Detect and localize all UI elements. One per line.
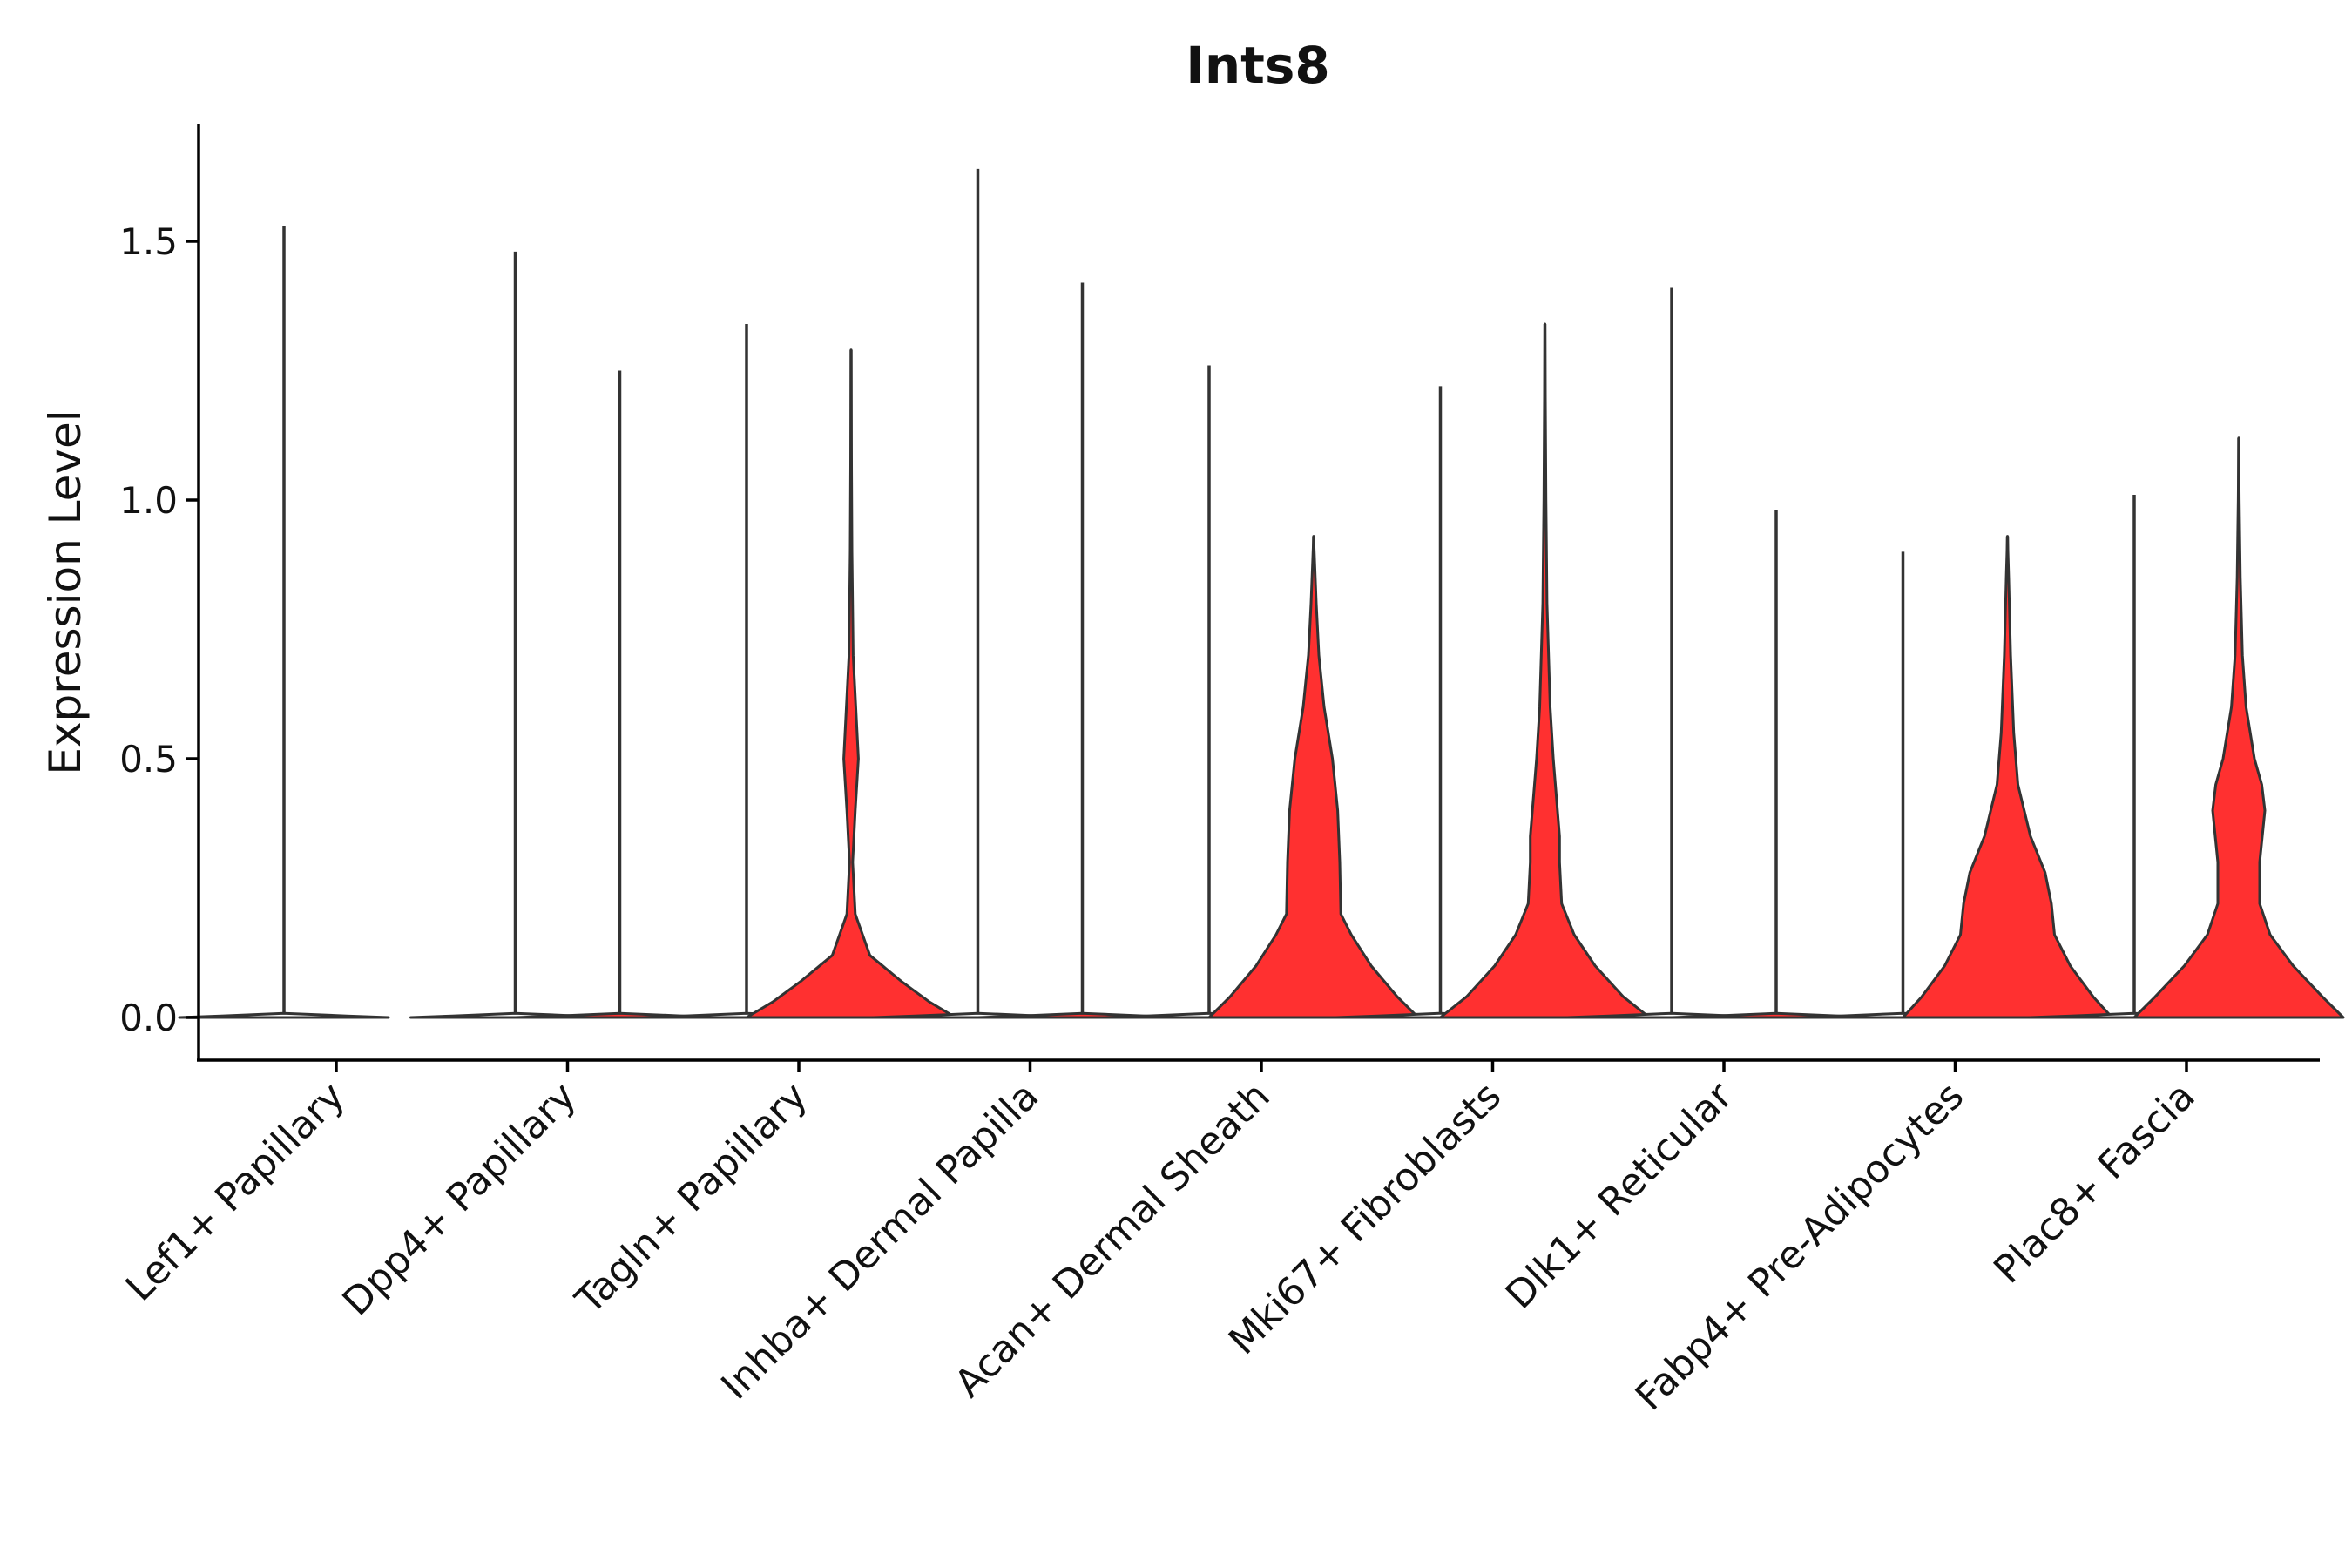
violin-body bbox=[1207, 535, 1420, 1019]
axes bbox=[197, 124, 2320, 1062]
violin-body bbox=[1439, 322, 1651, 1019]
x-category-label: Dpp4+ Papillary bbox=[335, 1074, 585, 1325]
violin-body bbox=[2132, 436, 2345, 1019]
x-category-label: Tagln+ Papillary bbox=[567, 1074, 816, 1323]
chart-title: Ints8 bbox=[1186, 36, 1329, 95]
x-category-label: Lef1+ Papillary bbox=[118, 1074, 354, 1310]
violin-body bbox=[745, 348, 957, 1019]
x-category-label: Plac8+ Fascia bbox=[1985, 1074, 2204, 1293]
y-axis-label: Expression Level bbox=[40, 409, 91, 774]
y-tick-label: 1.0 bbox=[119, 479, 178, 522]
y-tick-label: 0.5 bbox=[119, 738, 178, 781]
violin-layer bbox=[178, 168, 2345, 1019]
x-category-label: Dlk1+ Reticular bbox=[1497, 1073, 1742, 1318]
y-ticks: 0.0 0.5 1.0 1.5 bbox=[119, 220, 199, 1039]
y-tick-label: 0.0 bbox=[119, 997, 178, 1039]
violin-body bbox=[1902, 535, 2113, 1019]
violin-body bbox=[178, 1011, 390, 1019]
y-tick-label: 1.5 bbox=[119, 220, 178, 263]
